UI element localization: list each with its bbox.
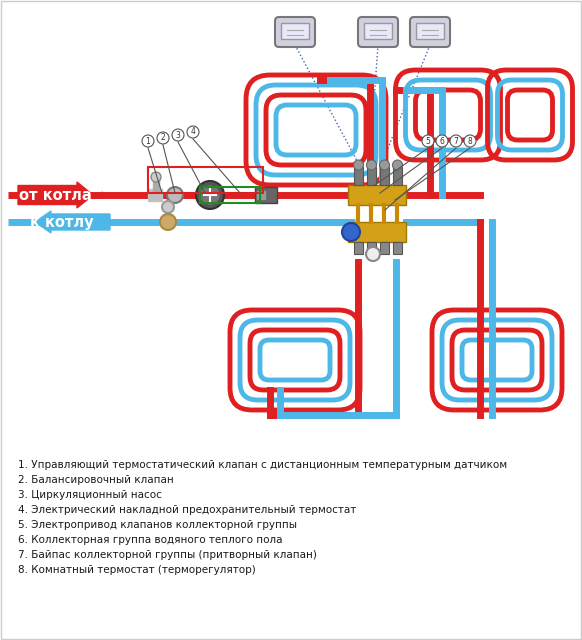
Text: 6: 6	[439, 136, 445, 145]
Circle shape	[422, 135, 434, 147]
Bar	[153, 177, 159, 191]
Bar	[380, 167, 389, 185]
FancyBboxPatch shape	[358, 17, 398, 47]
FancyArrow shape	[35, 211, 110, 233]
Bar	[380, 242, 389, 254]
Circle shape	[172, 129, 184, 141]
Circle shape	[187, 126, 199, 138]
Text: 2: 2	[161, 134, 165, 143]
Text: 5. Электропривод клапанов коллекторной группы: 5. Электропривод клапанов коллекторной г…	[18, 520, 297, 530]
Text: 1: 1	[146, 136, 150, 145]
Text: 8: 8	[467, 136, 473, 145]
Text: 6. Коллекторная группа водяного теплого пола: 6. Коллекторная группа водяного теплого …	[18, 535, 282, 545]
Bar	[367, 242, 376, 254]
FancyArrow shape	[18, 182, 93, 208]
Circle shape	[162, 201, 174, 213]
Circle shape	[450, 135, 462, 147]
Circle shape	[167, 187, 183, 203]
Circle shape	[353, 160, 364, 170]
Circle shape	[392, 160, 403, 170]
Text: 5: 5	[425, 136, 431, 145]
Text: 7. Байпас коллекторной группы (притворный клапан): 7. Байпас коллекторной группы (притворны…	[18, 550, 317, 560]
Circle shape	[157, 132, 169, 144]
Bar	[148, 189, 162, 201]
Text: 2. Балансировочный клапан: 2. Балансировочный клапан	[18, 475, 174, 485]
Bar	[255, 187, 277, 203]
Circle shape	[342, 223, 360, 241]
Bar	[354, 167, 363, 185]
Bar	[200, 187, 260, 203]
Bar	[364, 23, 392, 39]
Circle shape	[201, 186, 219, 204]
Circle shape	[436, 135, 448, 147]
Text: 1. Управляющий термостатический клапан с дистанционным температурным датчиком: 1. Управляющий термостатический клапан с…	[18, 460, 507, 470]
Text: к котлу: к котлу	[30, 214, 94, 230]
Bar	[367, 167, 376, 185]
Text: 8. Комнатный термостат (терморегулятор): 8. Комнатный термостат (терморегулятор)	[18, 565, 255, 575]
Circle shape	[160, 214, 176, 230]
Bar	[257, 191, 265, 199]
FancyBboxPatch shape	[410, 17, 450, 47]
Circle shape	[142, 135, 154, 147]
Circle shape	[366, 247, 380, 261]
Circle shape	[196, 181, 224, 209]
Text: 3. Циркуляционный насос: 3. Циркуляционный насос	[18, 490, 162, 500]
Text: 7: 7	[453, 136, 459, 145]
Bar	[148, 167, 263, 193]
Text: 4: 4	[190, 127, 196, 136]
Bar	[393, 242, 402, 254]
Bar	[348, 185, 406, 205]
Bar	[281, 23, 309, 39]
Text: 4. Электрический накладной предохранительный термостат: 4. Электрический накладной предохранител…	[18, 505, 356, 515]
Circle shape	[464, 135, 476, 147]
Circle shape	[151, 172, 161, 182]
Circle shape	[367, 160, 377, 170]
Text: от котла: от котла	[19, 188, 91, 202]
Bar	[416, 23, 444, 39]
Bar	[348, 222, 406, 242]
Text: 3: 3	[176, 131, 180, 140]
Bar	[393, 167, 402, 185]
Bar	[354, 242, 363, 254]
FancyBboxPatch shape	[275, 17, 315, 47]
Circle shape	[379, 160, 389, 170]
